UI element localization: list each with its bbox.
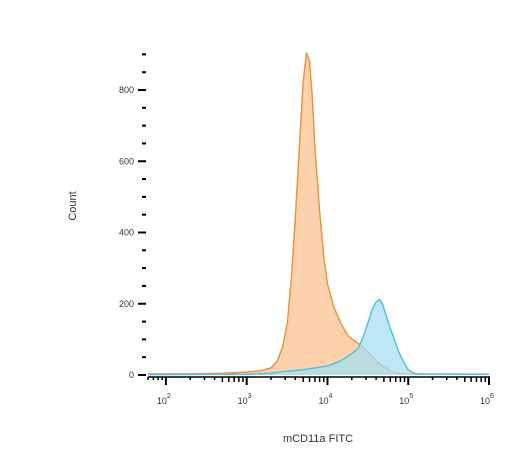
x-tick-exponent: 6 xyxy=(490,393,494,400)
y-tick-label: 200 xyxy=(119,299,134,309)
series-0-area xyxy=(148,52,489,375)
x-tick-label: 10 xyxy=(318,396,328,406)
y-tick-label: 800 xyxy=(119,85,134,95)
series-1-line xyxy=(147,298,490,376)
x-tick-label: 10 xyxy=(480,396,490,406)
x-tick-label: 10 xyxy=(399,396,409,406)
x-axis-title: mCD11a FITC xyxy=(283,433,353,445)
y-tick-label: 600 xyxy=(119,156,134,166)
x-tick-label: 10 xyxy=(157,396,167,406)
y-tick-label: 0 xyxy=(129,370,134,380)
x-tick-exponent: 2 xyxy=(167,393,171,400)
x-tick-exponent: 3 xyxy=(248,393,252,400)
x-tick-exponent: 4 xyxy=(328,393,332,400)
histogram-areas xyxy=(147,52,490,376)
y-tick-label: 400 xyxy=(119,228,134,238)
x-tick-exponent: 5 xyxy=(409,393,413,400)
x-tick-label: 10 xyxy=(238,396,248,406)
y-axis: 0 200 400 600 800 xyxy=(119,53,146,380)
x-axis: 10 2 10 3 10 4 10 5 10 6 xyxy=(147,376,494,406)
y-axis-title: Count xyxy=(67,191,79,220)
